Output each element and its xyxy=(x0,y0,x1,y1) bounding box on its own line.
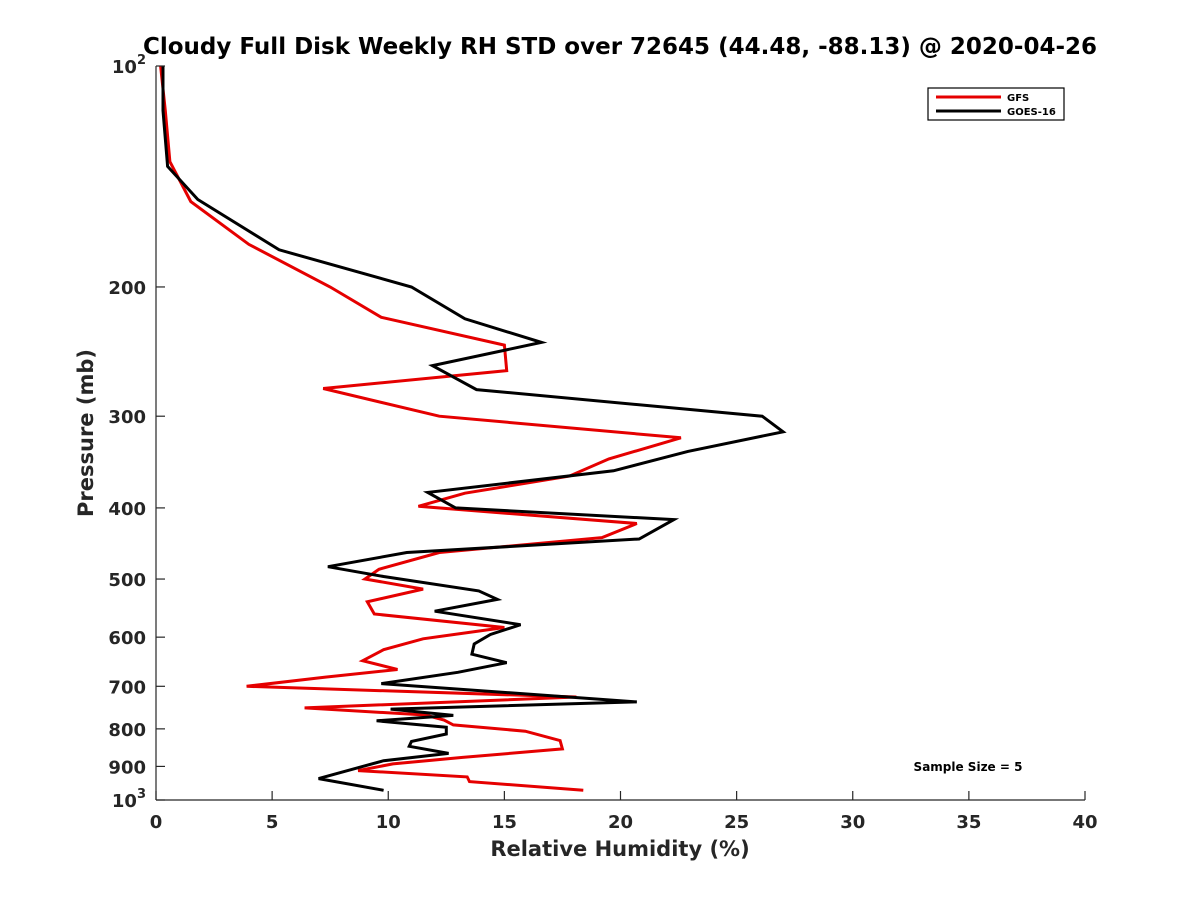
series-line-gfs xyxy=(159,65,682,792)
x-axis-label: Relative Humidity (%) xyxy=(490,837,749,861)
x-tick-label: 25 xyxy=(724,812,749,833)
x-tick-label: 15 xyxy=(492,812,517,833)
y-tick-label: 103 xyxy=(112,787,146,812)
x-tick-label: 35 xyxy=(956,812,981,833)
y-tick-label: 500 xyxy=(108,570,146,591)
legend: GFS GOES-16 xyxy=(927,87,1065,121)
y-tick-label: 102 xyxy=(112,53,146,78)
y-tick-label: 300 xyxy=(108,407,146,428)
y-tick-label: 900 xyxy=(108,757,146,778)
series-layer xyxy=(159,65,787,792)
x-ticks: 0 5 10 15 20 25 30 35 40 xyxy=(150,791,1098,833)
x-tick-label: 5 xyxy=(266,812,279,833)
x-tick-label: 40 xyxy=(1072,812,1097,833)
y-axis-label: Pressure (mb) xyxy=(74,349,98,517)
x-tick-label: 0 xyxy=(150,812,163,833)
chart-title: Cloudy Full Disk Weekly RH STD over 7264… xyxy=(143,34,1097,60)
y-tick-label: 700 xyxy=(108,677,146,698)
y-tick-label: 800 xyxy=(108,720,146,741)
plot-area: 0 5 10 15 20 25 30 35 40 102 200 300 400 500 600 700 80… xyxy=(108,53,1097,833)
y-tick-label: 400 xyxy=(108,499,146,520)
legend-label-goes-16: GOES-16 xyxy=(1007,107,1056,118)
y-tick-label: 200 xyxy=(108,278,146,299)
legend-box xyxy=(927,87,1065,121)
x-tick-label: 10 xyxy=(376,812,401,833)
x-tick-label: 30 xyxy=(840,812,865,833)
sample-size-annotation: Sample Size = 5 xyxy=(914,760,1023,774)
series-line-goes-16 xyxy=(161,66,787,792)
y-tick-label: 600 xyxy=(108,628,146,649)
legend-label-gfs: GFS xyxy=(1007,93,1029,104)
x-tick-label: 20 xyxy=(608,812,633,833)
y-ticks: 102 200 300 400 500 600 700 800 900 103 xyxy=(108,53,165,812)
